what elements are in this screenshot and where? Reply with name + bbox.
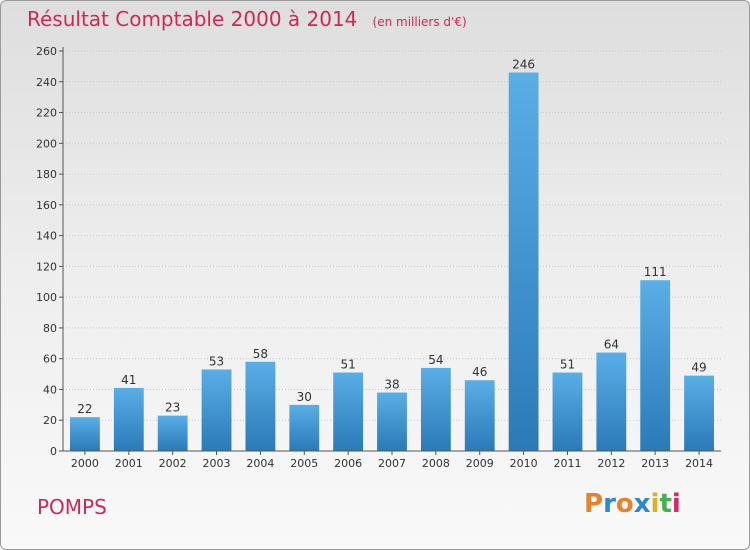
y-tick-label: 100 — [36, 291, 57, 304]
value-label: 54 — [428, 353, 443, 367]
value-label: 51 — [560, 358, 575, 372]
y-tick-label: 220 — [36, 107, 57, 120]
value-label: 22 — [77, 402, 92, 416]
y-tick-label: 80 — [43, 322, 57, 335]
bar — [464, 380, 495, 451]
y-tick-label: 180 — [36, 168, 57, 181]
value-label: 30 — [297, 390, 312, 404]
value-label: 23 — [165, 401, 180, 415]
x-tick-label: 2013 — [641, 457, 669, 470]
value-label: 38 — [384, 378, 399, 392]
labels: 0 20 40 60 80 100 120 140 160 180 200 220 240 260 22 20… — [36, 45, 713, 470]
x-tick-label: 2002 — [159, 457, 187, 470]
axes — [59, 47, 721, 455]
logo-letter: x — [633, 489, 651, 519]
x-tick-label: 2010 — [510, 457, 538, 470]
bar — [640, 280, 671, 451]
x-tick-label: 2001 — [115, 457, 143, 470]
x-tick-label: 2008 — [422, 457, 450, 470]
logo-letter: r — [603, 489, 616, 519]
value-label: 58 — [253, 347, 268, 361]
x-tick-label: 2011 — [553, 457, 581, 470]
y-tick-label: 260 — [36, 45, 57, 58]
bars — [70, 72, 714, 452]
bar — [508, 72, 539, 452]
bar — [552, 372, 583, 451]
bar — [596, 352, 627, 451]
y-tick-label: 40 — [43, 383, 57, 396]
commune-name: POMPS — [37, 495, 107, 519]
proxiti-logo: Proxiti — [584, 489, 681, 519]
x-tick-label: 2012 — [597, 457, 625, 470]
value-label: 53 — [209, 354, 224, 368]
y-tick-label: 200 — [36, 137, 57, 150]
value-label: 246 — [512, 58, 535, 72]
bar — [157, 415, 188, 451]
y-tick-label: 0 — [50, 445, 57, 458]
logo-letter: P — [584, 489, 604, 519]
value-label: 111 — [644, 265, 667, 279]
value-label: 46 — [472, 365, 487, 379]
title-row: Résultat Comptable 2000 à 2014 (en milli… — [27, 7, 467, 31]
bar — [113, 387, 144, 451]
x-tick-label: 2014 — [685, 457, 713, 470]
value-label: 49 — [691, 361, 706, 375]
y-tick-label: 120 — [36, 260, 57, 273]
logo-letter: i — [671, 489, 681, 519]
x-tick-label: 2006 — [334, 457, 362, 470]
x-tick-label: 2000 — [71, 457, 99, 470]
bar — [377, 392, 407, 451]
value-label: 41 — [121, 373, 136, 387]
logo-letter: i — [650, 489, 660, 519]
bar — [70, 417, 100, 451]
y-tick-label: 240 — [36, 76, 57, 89]
bar — [245, 361, 276, 451]
x-tick-label: 2009 — [466, 457, 494, 470]
bar — [201, 369, 232, 451]
x-tick-label: 2004 — [246, 457, 274, 470]
value-label: 64 — [604, 338, 619, 352]
y-tick-label: 140 — [36, 230, 57, 243]
x-tick-label: 2007 — [378, 457, 406, 470]
y-tick-label: 20 — [43, 414, 57, 427]
x-tick-label: 2005 — [290, 457, 318, 470]
chart-title: Résultat Comptable 2000 à 2014 — [27, 7, 358, 31]
bar — [333, 372, 364, 451]
bar — [684, 375, 714, 451]
bar — [289, 404, 320, 451]
x-tick-label: 2003 — [203, 457, 231, 470]
logo-letter: o — [615, 489, 634, 519]
bar — [420, 367, 451, 451]
logo-letter: t — [659, 489, 672, 519]
chart-subtitle: (en milliers d'€) — [372, 15, 467, 29]
y-tick-label: 160 — [36, 199, 57, 212]
y-tick-label: 60 — [43, 353, 57, 366]
value-label: 51 — [340, 358, 355, 372]
